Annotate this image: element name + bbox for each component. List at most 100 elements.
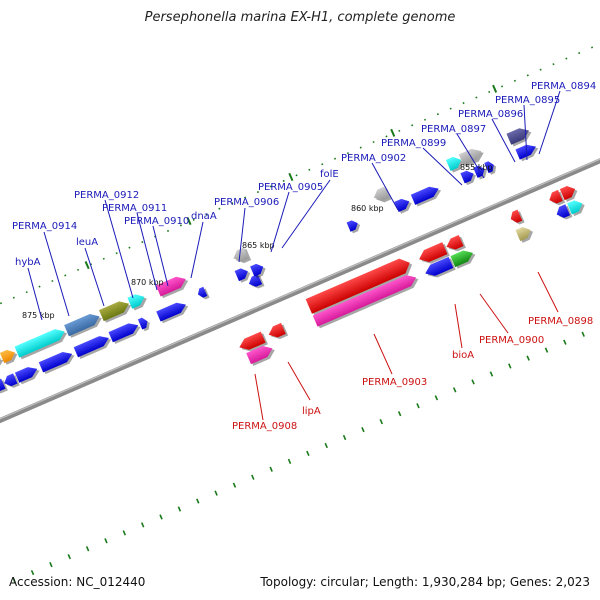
gene-arrow-bioA (419, 242, 450, 264)
gene-arrow (394, 198, 412, 214)
scale-dot (51, 279, 54, 283)
gene-arrow (14, 367, 40, 385)
scale-dot (295, 174, 298, 177)
inner-tick (196, 498, 200, 504)
gene-arrow (137, 317, 150, 332)
gene-arrow (559, 186, 578, 202)
gene-arrow (250, 263, 266, 279)
scale-dot (102, 257, 105, 260)
gene-arrow (506, 128, 532, 147)
inner-tick (471, 379, 475, 385)
scale-dot (411, 124, 414, 127)
scale-dot (77, 268, 80, 271)
scale-dot (231, 202, 234, 205)
scale-dot (141, 241, 144, 244)
inner-tick (177, 506, 182, 512)
gene-label: PERMA_0900 (479, 335, 544, 346)
gene-label: PERMA_0899 (381, 138, 446, 149)
scale-dot (282, 179, 285, 182)
scale-dot (218, 207, 221, 210)
scale-dot (192, 218, 195, 221)
gene-arrow (445, 156, 464, 173)
inner-tick (489, 371, 494, 377)
gene-arrow (248, 274, 265, 289)
gene-arrow (246, 346, 275, 366)
gene-arrow-lipA (268, 322, 289, 340)
scale-dot (385, 135, 388, 138)
inner-tick (251, 474, 255, 480)
gene-label: PERMA_0912 (74, 190, 139, 201)
gene-arrow (556, 204, 573, 220)
gene-arrow (549, 189, 566, 206)
gene-arrow (0, 378, 8, 394)
inner-tick (214, 490, 218, 496)
scale-dot (256, 190, 260, 194)
scale-tick (492, 84, 498, 93)
scale-dot (565, 57, 568, 60)
gene-arrow (108, 323, 141, 344)
scale-dot (25, 291, 28, 294)
gene-label: PERMA_0894 (531, 81, 596, 92)
inner-tick (85, 546, 90, 552)
scale-dot (462, 102, 465, 105)
gene-arrow (127, 294, 147, 311)
scale-dot (526, 74, 529, 77)
inner-tick (12, 577, 16, 584)
scale-dot (269, 185, 272, 188)
gene-label: folE (320, 169, 339, 180)
gene-arrow (234, 268, 251, 283)
gene-label: PERMA_0903 (362, 377, 427, 388)
inner-tick (140, 522, 145, 528)
gene-label: dnaA (191, 211, 217, 222)
gene-arrow (156, 302, 189, 324)
scale-dot (590, 46, 594, 49)
leader-lines-top (27, 90, 561, 321)
gene-label: PERMA_0897 (421, 124, 486, 135)
inner-tick (122, 530, 127, 536)
inner-tick (342, 434, 347, 441)
gene-label: PERMA_0914 (12, 221, 77, 232)
scale-label: 865 kbp (242, 241, 275, 250)
scale-label: 860 kbp (351, 204, 384, 213)
gene-arrow (373, 186, 392, 203)
gene-label: PERMA_0905 (258, 182, 323, 193)
scale-labels: 875 kbp 870 kbp 865 kbp 860 kbp 855 kbp (22, 163, 493, 320)
gene-arrow (197, 286, 210, 300)
gene-label: bioA (452, 350, 474, 361)
genome-stats-text: Topology: circular; Length: 1,930,284 bp… (260, 575, 590, 589)
scale-dot (501, 85, 504, 88)
scale-label: 870 kbp (131, 278, 164, 287)
gene-arrow (73, 336, 112, 360)
inner-tick (30, 569, 35, 576)
scale-dot (488, 90, 491, 94)
genome-backbone-highlight (0, 121, 600, 441)
gene-label: leuA (76, 237, 98, 248)
scale-dot (12, 296, 15, 299)
scale-dot (475, 96, 478, 99)
gene-label: PERMA_0908 (232, 421, 297, 432)
scale-dot (539, 68, 542, 71)
inner-tick (49, 562, 53, 568)
gene-label: hybA (15, 257, 41, 268)
scale-dot (552, 63, 555, 66)
gene-arrow (346, 220, 361, 234)
inner-tick (104, 538, 108, 544)
scale-dot (128, 246, 131, 249)
inner-tick (306, 450, 310, 457)
inner-tick (269, 466, 273, 472)
scale-dot (398, 129, 401, 132)
gene-arrow (450, 250, 476, 269)
gene-arrow (515, 227, 534, 243)
genome-backbone (0, 120, 600, 444)
scale-dot (321, 163, 324, 166)
gene-label: PERMA_0895 (495, 95, 560, 106)
inner-tick (67, 554, 71, 560)
gene-label: PERMA_0911 (102, 203, 167, 214)
scale-dot (436, 113, 439, 116)
scale-dot (346, 152, 349, 155)
inner-tick (232, 482, 237, 488)
scale-dot (205, 213, 208, 216)
figure-title: Persephonella marina EX-H1, complete gen… (144, 10, 456, 25)
